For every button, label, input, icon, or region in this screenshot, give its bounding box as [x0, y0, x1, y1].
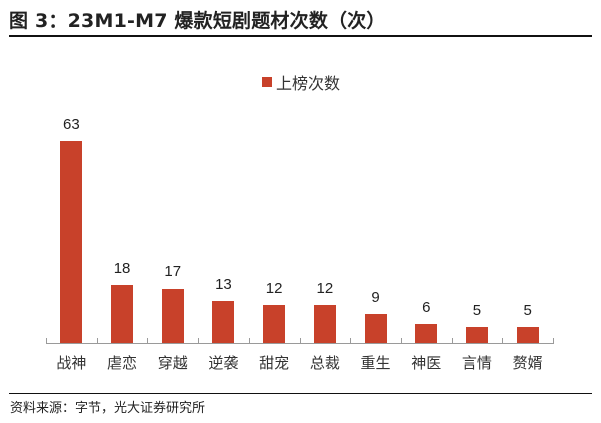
data-label: 12	[316, 279, 334, 297]
bar-逆袭	[212, 301, 235, 343]
plot-area: 63 18 17 13 12 12 9 6 5 5	[46, 100, 554, 344]
data-label: 5	[472, 301, 482, 319]
x-axis-tick	[147, 338, 148, 344]
category-label: 甜宠	[259, 354, 290, 372]
x-axis-tick	[502, 338, 503, 344]
category-label: 逆袭	[208, 354, 239, 372]
data-label: 18	[113, 260, 131, 278]
category-label: 神医	[411, 354, 442, 372]
title-divider	[9, 35, 592, 37]
x-axis-tick	[46, 338, 47, 344]
data-label: 63	[63, 116, 80, 133]
category-label: 虐恋	[107, 354, 138, 372]
x-axis-tick	[350, 338, 351, 344]
x-axis-tick	[553, 338, 554, 344]
category-label: 总裁	[309, 354, 340, 372]
data-label: 17	[164, 263, 182, 281]
data-label: 13	[215, 276, 232, 294]
category-label: 穿越	[157, 354, 188, 372]
category-label: 战神	[56, 354, 87, 372]
data-label: 6	[422, 298, 431, 316]
bar-赘婿	[516, 326, 539, 343]
bar-总裁	[313, 304, 336, 343]
bar-重生	[364, 314, 387, 343]
source-divider	[9, 393, 592, 394]
x-axis-tick	[198, 338, 199, 344]
bar-言情	[465, 326, 488, 343]
data-label: 12	[265, 279, 283, 297]
legend-label: 上榜次数	[276, 74, 341, 93]
x-axis	[46, 343, 553, 344]
bar-虐恋	[111, 285, 134, 343]
bar-战神	[60, 141, 83, 343]
category-label: 赘婿	[512, 354, 543, 372]
x-axis-tick	[452, 338, 453, 344]
bar-神医	[415, 323, 438, 343]
category-label: 重生	[360, 354, 391, 372]
legend-swatch-icon	[262, 77, 272, 87]
x-axis-tick	[249, 338, 250, 344]
x-axis-tick	[401, 338, 402, 344]
bar-甜宠	[263, 304, 286, 343]
data-label: 5	[523, 301, 532, 319]
chart-legend: 上榜次数	[262, 70, 340, 94]
bar-穿越	[161, 288, 184, 343]
chart-title: 图 3：23M1-M7 爆款短剧题材次数（次）	[9, 10, 386, 32]
x-axis-tick	[300, 338, 301, 344]
data-label: 9	[371, 289, 380, 307]
x-axis-tick	[97, 338, 98, 344]
category-label: 言情	[461, 354, 492, 372]
source-note: 资料来源：字节，光大证券研究所	[10, 401, 206, 416]
